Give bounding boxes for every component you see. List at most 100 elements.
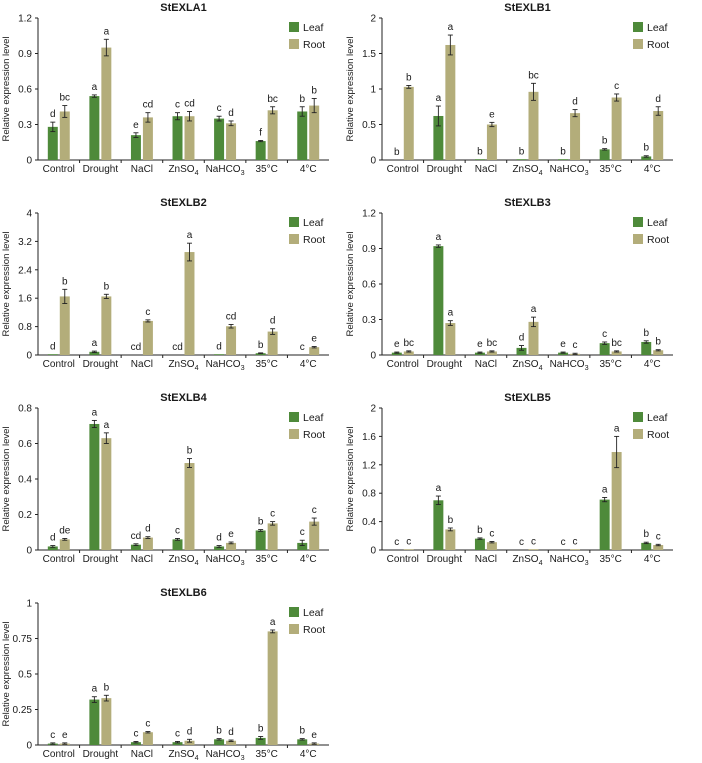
bar-root bbox=[101, 438, 112, 550]
bar-root bbox=[226, 542, 237, 550]
legend-label-root: Root bbox=[303, 624, 325, 636]
x-tick-label: ZnSO4 bbox=[168, 749, 198, 762]
legend-label-root: Root bbox=[303, 234, 325, 246]
x-tick-label: Drought bbox=[427, 554, 463, 565]
x-tick-label: NaCl bbox=[131, 359, 153, 370]
legend-label-leaf: Leaf bbox=[303, 22, 324, 34]
x-tick-label: ZnSO4 bbox=[168, 359, 198, 372]
significance-label: a bbox=[104, 26, 110, 37]
significance-label: cd bbox=[131, 531, 142, 542]
significance-label: c bbox=[531, 536, 536, 547]
y-tick-label: 0.75 bbox=[13, 634, 33, 645]
bar-leaf bbox=[255, 530, 266, 550]
bar-root bbox=[267, 331, 278, 355]
significance-label: c bbox=[50, 730, 55, 741]
significance-label: d bbox=[572, 97, 578, 108]
bar-root bbox=[101, 698, 112, 745]
significance-label: c bbox=[489, 528, 494, 539]
significance-label: a bbox=[448, 308, 454, 319]
bar-root bbox=[309, 521, 320, 550]
bar-root bbox=[226, 123, 237, 160]
significance-label: a bbox=[531, 304, 537, 315]
significance-label: c bbox=[406, 536, 411, 547]
bar-leaf bbox=[599, 343, 610, 355]
significance-label: b bbox=[104, 682, 110, 693]
significance-label: a bbox=[104, 420, 110, 431]
significance-label: b bbox=[394, 147, 400, 158]
x-tick-label: 35°C bbox=[599, 359, 621, 370]
significance-label: b bbox=[258, 723, 264, 734]
significance-label: b bbox=[299, 726, 305, 737]
significance-label: c bbox=[394, 537, 399, 548]
x-tick-label: 35°C bbox=[255, 749, 277, 760]
bar-root bbox=[653, 350, 664, 355]
bar-leaf bbox=[599, 149, 610, 160]
bar-root bbox=[570, 549, 581, 550]
bar-root bbox=[309, 105, 320, 160]
significance-label: e bbox=[311, 333, 317, 344]
significance-label: b bbox=[299, 94, 305, 105]
significance-label: b bbox=[602, 136, 608, 147]
x-tick-label: NaCl bbox=[131, 164, 153, 175]
bar-leaf bbox=[641, 542, 652, 550]
y-tick-label: 0.6 bbox=[362, 280, 376, 291]
significance-label: cd bbox=[131, 342, 142, 353]
bar-root bbox=[142, 117, 153, 160]
y-tick-label: 3.2 bbox=[18, 237, 32, 248]
bar-leaf bbox=[433, 500, 444, 550]
legend-label-leaf: Leaf bbox=[303, 217, 324, 229]
legend-label-leaf: Leaf bbox=[647, 217, 668, 229]
significance-label: b bbox=[258, 517, 264, 528]
y-tick-label: 2 bbox=[370, 14, 376, 25]
bar-leaf bbox=[172, 539, 183, 550]
x-tick-label: ZnSO4 bbox=[512, 359, 542, 372]
bar-root bbox=[59, 539, 70, 550]
bar-leaf bbox=[297, 739, 308, 745]
y-axis-label: Relative expression level bbox=[1, 426, 12, 531]
bar-leaf bbox=[47, 546, 58, 550]
y-tick-label: 0.3 bbox=[362, 315, 376, 326]
significance-label: d bbox=[270, 316, 276, 327]
y-tick-label: 0 bbox=[26, 741, 32, 752]
y-tick-label: 0 bbox=[26, 156, 32, 167]
x-tick-label: Control bbox=[43, 554, 75, 565]
bar-root bbox=[226, 740, 237, 745]
bar-root bbox=[184, 116, 195, 160]
x-tick-label: Drought bbox=[83, 164, 119, 175]
y-axis-label: Relative expression level bbox=[1, 621, 12, 726]
significance-label: a bbox=[436, 93, 442, 104]
y-tick-label: 1 bbox=[370, 85, 376, 96]
bar-leaf bbox=[214, 354, 225, 355]
significance-label: e bbox=[228, 529, 234, 540]
significance-label: e bbox=[311, 730, 317, 741]
significance-label: c bbox=[573, 340, 578, 351]
x-tick-label: Drought bbox=[427, 359, 463, 370]
significance-label: cd bbox=[184, 98, 195, 109]
bar-leaf bbox=[255, 141, 266, 160]
bar-root bbox=[309, 347, 320, 355]
significance-label: a bbox=[436, 483, 442, 494]
legend-swatch-leaf bbox=[289, 607, 299, 617]
significance-label: c bbox=[561, 537, 566, 548]
significance-label: a bbox=[436, 232, 442, 243]
significance-label: c bbox=[519, 537, 524, 548]
y-axis-label: Relative expression level bbox=[1, 36, 12, 141]
y-tick-label: 1.5 bbox=[362, 49, 376, 60]
significance-label: d bbox=[216, 533, 222, 544]
significance-label: c bbox=[656, 531, 661, 542]
x-tick-label: Control bbox=[43, 359, 75, 370]
y-axis-label: Relative expression level bbox=[1, 231, 12, 336]
significance-label: c bbox=[602, 329, 607, 340]
significance-label: d bbox=[187, 726, 193, 737]
significance-label: e bbox=[62, 730, 68, 741]
legend-swatch-leaf bbox=[289, 22, 299, 32]
bar-leaf bbox=[297, 542, 308, 550]
bar-leaf bbox=[641, 341, 652, 355]
x-tick-label: NaCl bbox=[131, 554, 153, 565]
y-tick-label: 0.6 bbox=[18, 85, 32, 96]
bar-leaf bbox=[391, 352, 402, 355]
significance-label: a bbox=[92, 684, 98, 695]
significance-label: b bbox=[643, 529, 649, 540]
bar-root bbox=[528, 91, 539, 160]
chart-panel-stexlb2: StEXLB2 Relative expression level 0 0.8 1.6 2… bbox=[1, 197, 329, 372]
